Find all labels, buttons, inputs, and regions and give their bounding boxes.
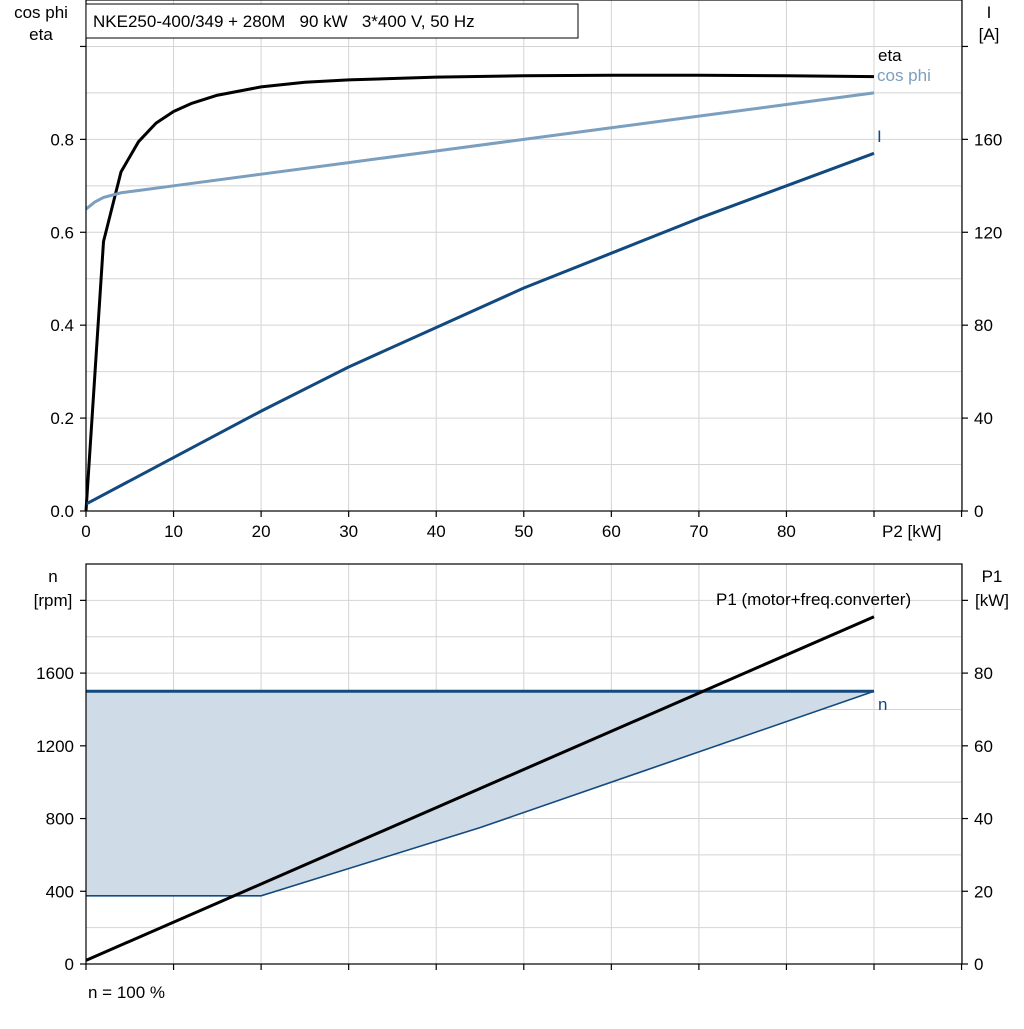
x-tick-label: 40	[427, 522, 446, 541]
y-left-tick-label: 0.6	[50, 223, 74, 242]
x-tick-label: 20	[252, 522, 271, 541]
series-line-cos	[85, 91, 875, 211]
series-label-i: I	[877, 127, 882, 146]
x-tick-label: 70	[689, 522, 708, 541]
series-line-eta	[84, 73, 875, 512]
y-left-tick-label: 0.8	[50, 130, 74, 149]
y-left-label-eta: eta	[29, 25, 53, 44]
x-tick-label: 10	[164, 522, 183, 541]
operating-range-fill	[86, 691, 874, 896]
speed-annotation: n = 100 %	[88, 983, 165, 1002]
y-right-label-a: [A]	[979, 25, 1000, 44]
series-label-n: n	[878, 695, 887, 714]
chart-title: NKE250-400/349 + 280M 90 kW 3*400 V, 50 …	[93, 12, 475, 31]
y-left-tick-label: 0.2	[50, 409, 74, 428]
y-right-tick-label: 40	[974, 409, 993, 428]
x-axis-label: P2 [kW]	[882, 522, 942, 541]
y-right-tick-label: 80	[974, 664, 993, 683]
x-tick-label: 80	[777, 522, 796, 541]
y-left-tick-label: 0	[65, 955, 74, 974]
y-right-tick-label: 0	[974, 955, 983, 974]
y2-left-label-rpm: [rpm]	[34, 591, 73, 610]
x-tick-label: 60	[602, 522, 621, 541]
y-left-tick-label: 0.4	[50, 316, 74, 335]
y-left-tick-label: 0.0	[50, 502, 74, 521]
title-box	[85, 3, 579, 39]
y-left-tick-label: 400	[46, 882, 74, 901]
y-left-tick-label: 1200	[36, 737, 74, 756]
y-right-tick-label: 60	[974, 737, 993, 756]
y-right-tick-label: 0	[974, 502, 983, 521]
min-speed-line	[86, 690, 875, 897]
x-tick-label: 50	[514, 522, 533, 541]
y2-right-label-kw: [kW]	[975, 591, 1009, 610]
y-right-tick-label: 160	[974, 130, 1002, 149]
y-right-tick-label: 80	[974, 316, 993, 335]
y2-left-label-n: n	[48, 567, 57, 586]
y-left-label-cosphi: cos phi	[14, 3, 68, 22]
x-tick-label: 0	[81, 522, 90, 541]
series-line-i	[85, 151, 875, 506]
series-line-p1	[85, 615, 875, 962]
y-right-tick-label: 40	[974, 810, 993, 829]
series-label-eta: eta	[878, 46, 902, 65]
y-right-tick-label: 20	[974, 882, 993, 901]
y2-right-label-p1: P1	[982, 567, 1003, 586]
x-tick-label: 30	[339, 522, 358, 541]
y-left-tick-label: 800	[46, 810, 74, 829]
series-label-cosphi: cos phi	[877, 66, 931, 85]
series-label-p1: P1 (motor+freq.converter)	[716, 590, 911, 609]
y-left-tick-label: 1600	[36, 664, 74, 683]
y-right-label-i: I	[987, 3, 992, 22]
y-right-tick-label: 120	[974, 223, 1002, 242]
